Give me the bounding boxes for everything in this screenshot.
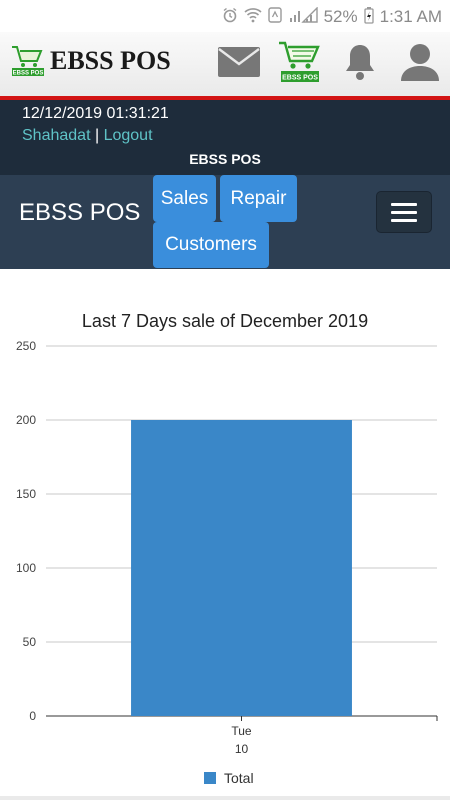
x-tick-label: 10 bbox=[235, 742, 249, 756]
y-tick-label: 150 bbox=[16, 487, 36, 501]
cart-logo-icon: EBSS POS bbox=[10, 43, 46, 77]
nav-customers[interactable]: Customers bbox=[153, 222, 269, 268]
notifications-button[interactable] bbox=[340, 40, 380, 84]
menu-icon-bar bbox=[391, 210, 417, 214]
status-bar: 52% 1:31 AM bbox=[0, 0, 450, 32]
separator: | bbox=[94, 127, 100, 144]
section-title: EBSS POS bbox=[189, 151, 261, 167]
alarm-icon bbox=[222, 7, 238, 27]
nav-sales[interactable]: Sales bbox=[153, 175, 216, 222]
legend-label: Total bbox=[224, 770, 254, 786]
app-title: EBSS POS bbox=[50, 46, 171, 75]
y-tick-label: 200 bbox=[16, 413, 36, 427]
bell-icon bbox=[346, 45, 374, 80]
user-icon bbox=[401, 44, 439, 81]
clock: 1:31 AM bbox=[379, 7, 442, 26]
app-header: EBSS POS EBSS POS EBSS POS bbox=[0, 32, 450, 98]
cart-logo-icon: EBSS POS bbox=[279, 41, 320, 82]
battery-percent: 52% bbox=[323, 7, 358, 26]
legend-swatch bbox=[204, 772, 216, 784]
bar bbox=[131, 420, 352, 716]
navbar: EBSS POS Sales Repair Customers bbox=[0, 175, 450, 269]
sales-chart: Last 7 Days sale of December 2019 0 50 100 1… bbox=[0, 269, 450, 800]
logo-lettering: EBSS POS bbox=[282, 75, 318, 82]
nav-repair[interactable]: Repair bbox=[220, 175, 297, 222]
y-tick-label: 50 bbox=[23, 635, 37, 649]
current-datetime: 12/12/2019 01:31:21 bbox=[22, 105, 169, 122]
x-tick-label: Tue bbox=[231, 724, 252, 738]
header-divider bbox=[0, 96, 450, 100]
battery-icon bbox=[363, 6, 374, 28]
cart-logo-button[interactable]: EBSS POS bbox=[275, 40, 325, 84]
navbar-brand[interactable]: EBSS POS bbox=[19, 199, 141, 226]
bottom-edge bbox=[0, 796, 450, 800]
logo-lettering: EBSS POS bbox=[13, 71, 44, 77]
mail-icon bbox=[218, 47, 260, 77]
username-link[interactable]: Shahadat bbox=[22, 127, 91, 144]
user-line: Shahadat | Logout bbox=[22, 127, 153, 145]
profile-button[interactable] bbox=[397, 40, 443, 84]
sales-chart-svg: Last 7 Days sale of December 2019 0 50 100 1… bbox=[16, 311, 438, 786]
session-info: 12/12/2019 01:31:21 Shahadat | Logout EB… bbox=[0, 100, 450, 175]
chart-title: Last 7 Days sale of December 2019 bbox=[82, 311, 368, 331]
menu-icon-bar bbox=[391, 202, 417, 206]
logout-link[interactable]: Logout bbox=[103, 127, 153, 144]
y-tick-label: 0 bbox=[29, 709, 36, 723]
menu-icon-bar bbox=[391, 218, 417, 222]
y-tick-label: 250 bbox=[16, 339, 36, 353]
data-icon bbox=[267, 7, 282, 27]
mail-button[interactable] bbox=[217, 40, 261, 84]
wifi-icon bbox=[244, 7, 262, 27]
menu-toggle-button[interactable] bbox=[376, 191, 432, 233]
signal-icon bbox=[288, 6, 318, 27]
y-tick-label: 100 bbox=[16, 561, 36, 575]
